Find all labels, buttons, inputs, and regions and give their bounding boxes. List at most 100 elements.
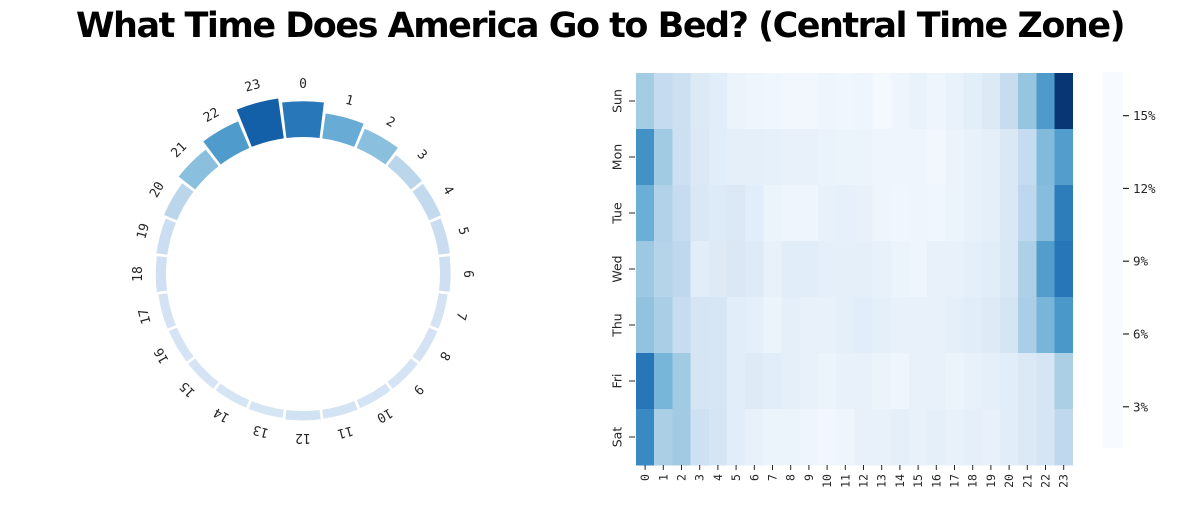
heatmap-cell [799,73,819,130]
polar-bar-hour-11 [322,401,358,419]
heatmap-cell [1018,409,1037,466]
polar-bar-hour-15 [188,358,219,389]
heatmap-cell [763,409,782,466]
heatmap-cell [818,241,837,298]
heatmap-cell [981,129,1001,186]
heatmap-cell [1036,129,1055,186]
heatmap-cell [1000,185,1019,242]
heatmap-cell [836,409,855,466]
heatmap-cell [963,241,983,298]
heatmap-cell [1036,185,1055,242]
heatmap-cell [818,353,837,410]
heatmap-cell [781,73,801,130]
heatmap-cell [654,73,673,130]
heatmap-cell [672,73,691,130]
heatmap-cell [763,73,782,130]
heatmap-cell [890,409,910,466]
heatmap-cell [763,129,782,186]
heatmap-cell [708,185,728,242]
hour-label: 19 [984,474,998,488]
heatmap-cell [1054,129,1074,186]
heatmap-cell [1018,297,1037,354]
heatmap-cell [763,297,782,354]
heatmap-cell [1018,241,1037,298]
heatmap-cell [745,353,764,410]
day-label-fri: Fri [610,374,625,389]
heatmap-cell [1036,73,1055,130]
heatmap-cell [781,129,801,186]
heatmap-cell [708,409,728,466]
heatmap-cell [1054,185,1074,242]
hour-label: 0 [638,474,652,481]
heatmap-cell [872,185,892,242]
heatmap-cell [963,185,983,242]
polar-hour-label: 14 [211,404,232,425]
heatmap-cell [1054,409,1074,466]
polar-bar-hour-6 [438,256,451,292]
heatmap-cell [909,297,928,354]
heatmap-cell [818,73,837,130]
polar-hour-label: 10 [374,404,395,425]
heatmap-cell [945,129,964,186]
heatmap-cell [963,297,983,354]
heatmap-cell [836,129,855,186]
polar-hour-label: 18 [131,266,146,282]
polar-hour-label: 22 [201,105,222,126]
heatmap-cell [927,129,946,186]
heatmap-cell [890,185,910,242]
heatmap-cell [1000,73,1019,130]
heatmap-cell [781,241,801,298]
heatmap-cell [727,297,746,354]
heatmap-cell [1000,353,1019,410]
day-label-sun: Sun [610,89,625,113]
hour-label: 4 [711,474,725,481]
heatmap-cell [945,353,964,410]
heatmap-cell [708,73,728,130]
heatmap-cell [854,185,873,242]
heatmap-cell [963,73,983,130]
hour-label: 16 [929,474,943,488]
heatmap-cell [745,409,764,466]
heatmap-cell [745,241,764,298]
heatmap-cell [690,129,710,186]
heatmap-cell [799,297,819,354]
polar-bar-hour-0 [282,101,324,139]
hour-label: 11 [838,474,852,488]
heatmap-cell [1036,297,1055,354]
polar-hour-label: 2 [383,114,397,131]
heatmap-cell [981,353,1001,410]
heatmap-cell [672,241,691,298]
heatmap-cell [708,353,728,410]
heatmap-cell [672,409,691,466]
polar-bar-hour-12 [285,409,321,421]
heatmap-cell [727,129,746,186]
hour-label: 9 [802,474,816,481]
polar-bar-hour-14 [215,383,250,408]
heatmap-cell [781,185,801,242]
colorbar: 15% 12% 9% 6% 3% [1103,72,1156,448]
heatmap-cell [909,409,928,466]
heatmap-cell [636,73,655,130]
polar-bar-hour-1 [322,113,364,147]
heatmap-cell [799,129,819,186]
heatmap-cell [727,353,746,410]
heatmap-cell [909,241,928,298]
heatmap-cell [745,297,764,354]
heatmap-cell [636,297,655,354]
heatmap-cell [781,353,801,410]
hour-label: 14 [893,474,907,488]
heatmap-cell [927,353,946,410]
polar-hour-label: 20 [147,179,168,200]
polar-bar-hour-22 [203,121,250,165]
heatmap-cell [854,241,873,298]
heatmap-cell [781,297,801,354]
heatmap-cell [854,353,873,410]
heatmap-cell [654,353,673,410]
day-label-mon: Mon [610,144,625,170]
heatmap-cell [872,297,892,354]
polar-hour-label: 13 [251,422,270,441]
hour-label: 3 [693,474,707,481]
heatmap-cell [1036,241,1055,298]
heatmap-cell [799,353,819,410]
